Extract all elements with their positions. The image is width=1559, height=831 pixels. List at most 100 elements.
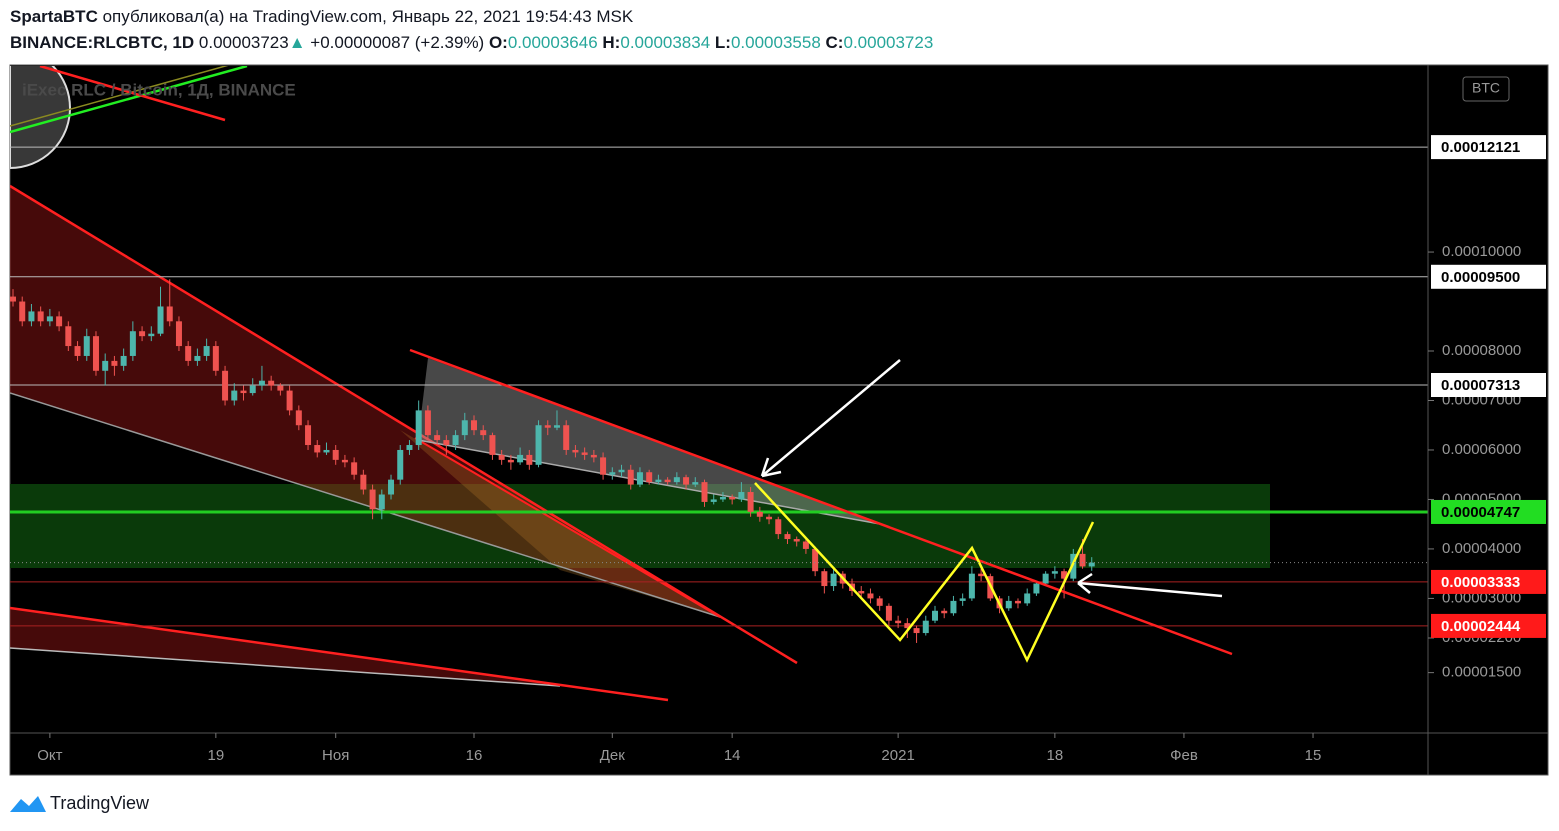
- candle-body: [590, 454, 597, 458]
- candle-body: [83, 336, 90, 356]
- trend-line: [414, 437, 721, 618]
- brand: TradingView: [50, 793, 150, 813]
- candle-body: [268, 380, 275, 386]
- ohlc-line: BINANCE:RLCBTC, 1D 0.00003723▲ +0.000000…: [10, 33, 933, 53]
- author: SpartaBTC: [10, 7, 98, 26]
- axes: 0.000015000.000022000.000030000.00004000…: [37, 135, 1546, 764]
- candle-body: [378, 494, 385, 510]
- price-tag-label: 0.00007313: [1441, 377, 1520, 394]
- candle-body: [968, 573, 975, 599]
- candle-body: [922, 620, 929, 634]
- candle-body: [139, 331, 146, 337]
- close-label: C:: [825, 33, 844, 52]
- candle-body: [452, 435, 459, 446]
- candle-body: [46, 316, 53, 322]
- publish-line: SpartaBTC опубликовал(а) на TradingView.…: [10, 7, 633, 27]
- candle-body: [286, 390, 293, 411]
- candle-body: [166, 306, 173, 322]
- low: 0.00003558: [730, 33, 821, 52]
- channel-line: [10, 647, 561, 687]
- x-tick-label: 2021: [881, 747, 914, 764]
- candle-body: [240, 390, 247, 394]
- candle-body: [148, 333, 155, 337]
- candle-body: [74, 346, 81, 356]
- candle-body: [56, 316, 63, 327]
- price-tag: [1431, 135, 1546, 160]
- currency: BTC: [1472, 80, 1500, 96]
- x-tick-label: Окт: [37, 747, 62, 764]
- candle-body: [1014, 600, 1021, 604]
- price-tag-label: 0.00004747: [1441, 504, 1520, 521]
- candle-body: [747, 492, 754, 512]
- candle-body: [683, 477, 690, 485]
- price-tag-label: 0.00012121: [1441, 139, 1520, 156]
- candle-body: [332, 449, 339, 460]
- candle-body: [102, 360, 109, 371]
- candles: [10, 279, 1095, 643]
- candle-body: [1005, 600, 1012, 609]
- candle-body: [673, 477, 680, 483]
- candle-body: [1088, 562, 1095, 567]
- y-tick-label: 0.00001500: [1442, 664, 1521, 681]
- candle-body: [867, 593, 874, 599]
- candle-body: [535, 425, 542, 465]
- y-tick-label: 0.00008000: [1442, 342, 1521, 359]
- low-label: L:: [714, 33, 731, 52]
- candle-body: [415, 410, 422, 446]
- up-arrow: ▲: [288, 33, 306, 52]
- channel-line: [10, 392, 721, 618]
- trend-line: [409, 348, 1233, 656]
- candle-body: [526, 454, 533, 465]
- candle-body: [28, 311, 35, 322]
- candle-body: [830, 573, 837, 587]
- zigzag-pattern: [754, 482, 1095, 663]
- candle-body: [793, 539, 800, 542]
- candle-body: [978, 573, 985, 577]
- price-tag-label: 0.00009500: [1441, 269, 1520, 286]
- candle-body: [92, 336, 99, 371]
- candle-body: [646, 472, 653, 483]
- candle-body: [913, 628, 920, 634]
- currency-badge: [1462, 76, 1510, 102]
- x-tick-label: Фев: [1170, 747, 1198, 764]
- candle-body: [212, 346, 219, 371]
- y-tick-label: 0.00010000: [1442, 243, 1521, 260]
- candle-body: [950, 600, 957, 614]
- candle-body: [959, 598, 966, 601]
- candle-body: [1042, 573, 1049, 584]
- candle-body: [609, 472, 616, 475]
- candle-body: [895, 620, 902, 624]
- chart-frame: [9, 64, 1549, 776]
- candle-body: [719, 496, 726, 500]
- candle-body: [249, 385, 256, 394]
- candle-body: [563, 425, 570, 450]
- candle-body: [489, 435, 496, 455]
- wedge-fill: [418, 358, 880, 524]
- candle-body: [544, 425, 551, 428]
- candle-body: [784, 534, 791, 540]
- candle-body: [203, 346, 210, 356]
- drawings: [10, 66, 1428, 702]
- candle-body: [369, 489, 376, 510]
- candle-body: [766, 516, 773, 520]
- candle-body: [498, 454, 505, 460]
- candle-body: [627, 469, 634, 485]
- support-zone: [10, 484, 1270, 568]
- candle-body: [157, 306, 164, 334]
- candle-body: [194, 355, 201, 361]
- candle-body: [258, 380, 265, 386]
- candle-body: [636, 472, 643, 485]
- candle-body: [351, 462, 358, 475]
- candle-body: [388, 479, 395, 495]
- candle-body: [876, 598, 883, 606]
- candle-body: [802, 541, 809, 549]
- candle-body: [360, 474, 367, 490]
- candle-body: [1079, 553, 1086, 567]
- candle-body: [812, 548, 819, 572]
- candle-body: [517, 454, 524, 463]
- x-tick-label: Дек: [600, 747, 626, 764]
- x-tick-label: Ноя: [322, 747, 349, 764]
- candle-body: [175, 321, 182, 347]
